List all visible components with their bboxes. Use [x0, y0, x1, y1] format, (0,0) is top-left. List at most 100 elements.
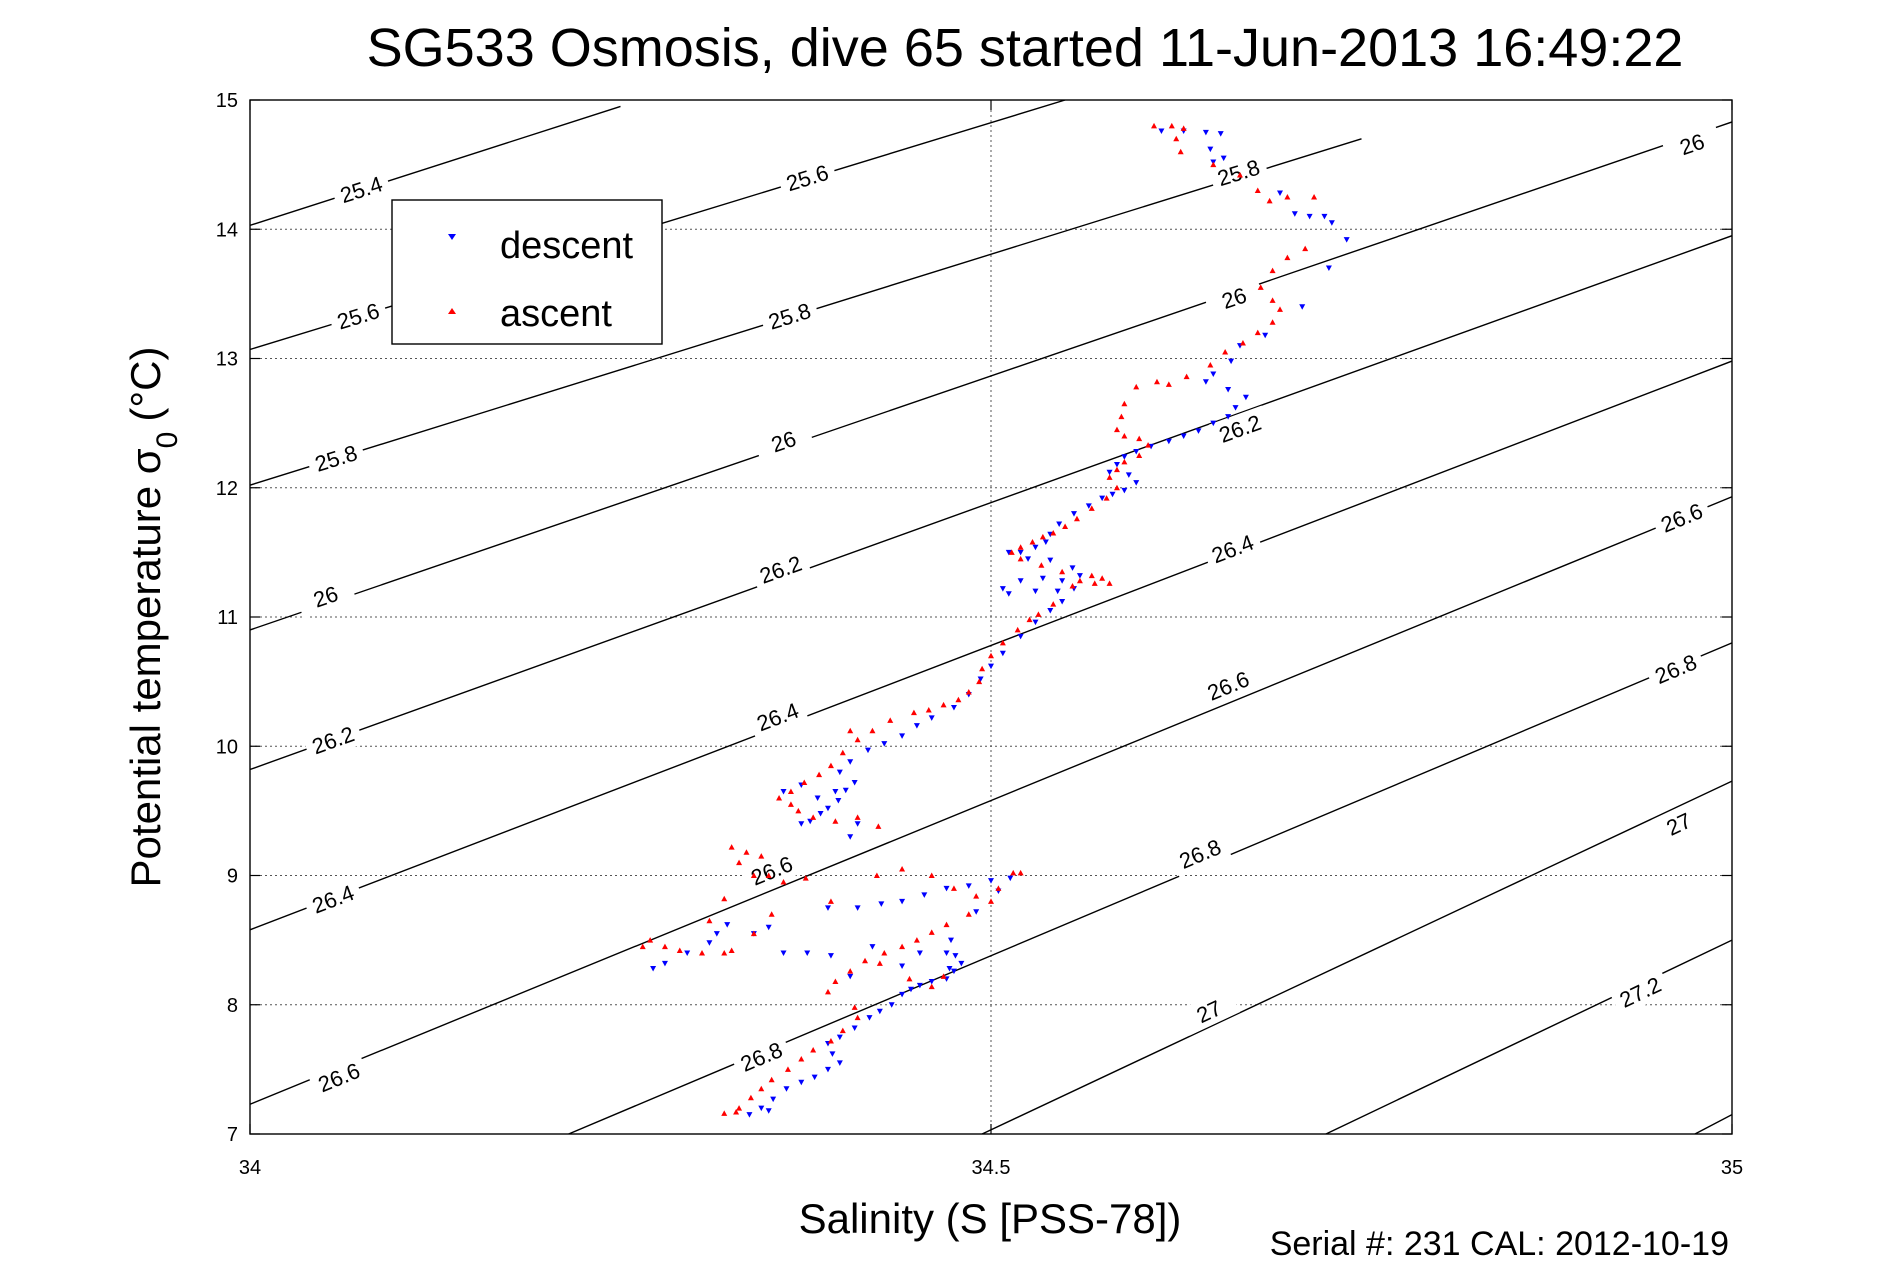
ascent-point — [1038, 562, 1045, 568]
descent-point — [943, 950, 950, 957]
ascent-point — [647, 937, 654, 943]
ascent-point — [1153, 378, 1160, 385]
ascent-point — [1151, 122, 1158, 129]
descent-point — [907, 986, 914, 993]
ascent-point — [1113, 466, 1120, 473]
density-contour — [1694, 1113, 1732, 1134]
ascent-point — [1050, 601, 1057, 607]
ascent-point — [1257, 284, 1264, 290]
descent-point — [1017, 578, 1024, 584]
ascent-point — [988, 652, 994, 659]
descent-point — [854, 821, 861, 827]
ascent-point — [839, 1027, 846, 1034]
ascent-point — [1222, 349, 1229, 355]
descent-point — [1242, 394, 1249, 401]
descent-point — [1069, 565, 1076, 571]
ascent-point — [925, 707, 932, 713]
descent-point — [817, 810, 824, 817]
ascent-point — [1121, 400, 1128, 407]
descent-point — [1059, 578, 1066, 584]
descent-point — [847, 834, 854, 840]
descent-point — [851, 1025, 858, 1032]
ascent-point — [736, 1105, 743, 1111]
ascent-point — [1136, 435, 1143, 442]
descent-point — [988, 878, 994, 884]
contour-label: 25.6 — [783, 160, 831, 196]
descent-point — [798, 821, 805, 827]
descent-point — [1202, 129, 1209, 136]
ascent-point — [1106, 474, 1113, 480]
descent-point — [661, 960, 668, 967]
contour-label: 25.8 — [765, 298, 813, 335]
descent-point — [832, 788, 839, 795]
contour-label-bg — [294, 573, 357, 619]
ascent-point — [750, 930, 757, 937]
descent-point — [999, 650, 1006, 657]
ascent-point — [750, 872, 757, 878]
contour-label-bg — [307, 1053, 371, 1101]
descent-point — [876, 1008, 883, 1015]
ascent-point — [862, 957, 869, 964]
descent-point — [950, 968, 957, 975]
x-tick-label: 35 — [1721, 1157, 1743, 1179]
contour-label-bg — [301, 875, 365, 922]
descent-point — [946, 966, 953, 972]
ascent-point — [955, 696, 962, 703]
y-tick-label: 12 — [216, 478, 238, 500]
y-axis-label-main: Potential temperature σ — [122, 448, 169, 887]
descent-point — [999, 586, 1006, 592]
descent-point — [1056, 521, 1063, 527]
contour-label-bg — [1644, 644, 1707, 693]
ascent-point — [1113, 426, 1120, 433]
ascent-point — [827, 898, 834, 904]
descent-point — [913, 723, 920, 729]
descent-point — [770, 1096, 777, 1103]
ascent-point — [776, 794, 783, 801]
ascent-point — [1113, 484, 1120, 491]
descent-point — [1017, 633, 1024, 640]
contour-label-bg — [1177, 986, 1241, 1036]
descent-point — [1032, 619, 1039, 626]
ascent-point — [1088, 572, 1095, 579]
ascent-point — [765, 872, 772, 878]
descent-point — [1343, 237, 1350, 243]
descent-point — [1228, 358, 1235, 365]
descent-point — [811, 1074, 818, 1081]
ascent-point — [1059, 568, 1066, 575]
legend: descent ascent — [391, 199, 663, 345]
descent-point — [827, 953, 834, 959]
descent-point — [1007, 875, 1014, 882]
ascent-point — [1035, 611, 1042, 617]
ascent-point — [940, 701, 947, 708]
contour-label: 25.8 — [1214, 155, 1262, 192]
descent-point — [1109, 491, 1116, 498]
ascent-point — [928, 929, 935, 935]
contour-label-bg — [776, 155, 839, 200]
descent-point — [1085, 503, 1092, 509]
y-axis-label: Potential temperature σ0 (°C) — [122, 347, 184, 888]
descent-point — [684, 950, 691, 957]
density-contour — [250, 496, 1732, 1105]
descent-point — [1291, 211, 1298, 217]
descent-point — [1047, 608, 1054, 614]
descent-point — [804, 950, 811, 957]
descent-point — [713, 931, 720, 937]
ascent-point — [676, 947, 683, 953]
ascent-point — [798, 1056, 805, 1062]
y-tick-label: 15 — [216, 90, 238, 112]
ascent-point — [913, 937, 920, 943]
descent-point — [1032, 588, 1039, 595]
calibration-footer: Serial #: 231 CAL: 2012-10-19 — [1270, 1225, 1729, 1262]
ascent-point — [1133, 383, 1140, 390]
y-tick-label: 8 — [227, 995, 238, 1017]
descent-point — [1202, 379, 1209, 385]
legend-box — [391, 199, 663, 345]
descent-point — [1047, 557, 1054, 564]
descent-point — [1005, 591, 1012, 597]
y-tick-label: 10 — [216, 736, 238, 758]
descent-point — [842, 787, 849, 794]
descent-point — [780, 788, 787, 795]
descent-point — [851, 779, 858, 786]
contour-label-bg — [1660, 121, 1724, 167]
descent-point — [1210, 420, 1217, 427]
